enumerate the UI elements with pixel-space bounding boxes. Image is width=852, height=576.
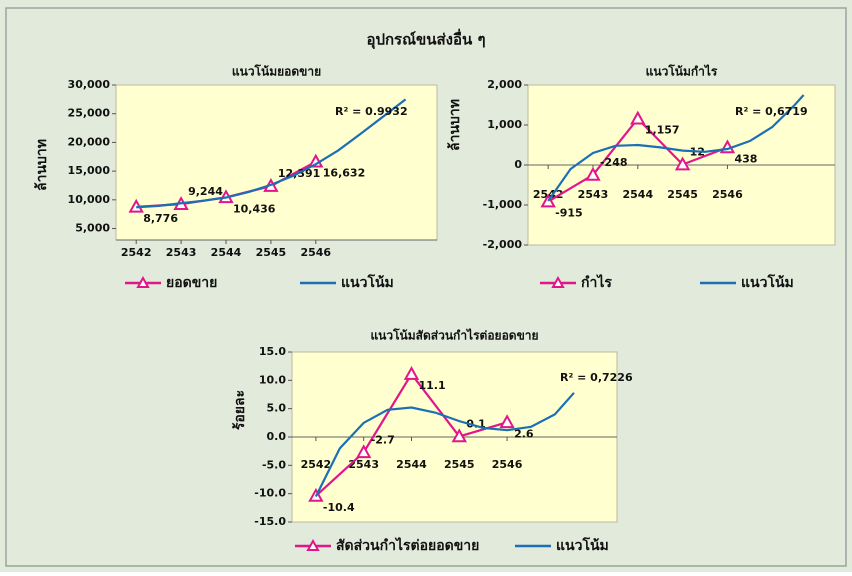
chart-title: แนวโน้มกำไร — [646, 64, 718, 79]
y-tick-label: 5,000 — [75, 222, 110, 235]
series-line — [314, 392, 575, 497]
marker — [499, 414, 515, 429]
x-tick-label: 2543 — [166, 246, 197, 259]
x-tick-label: 2545 — [667, 188, 698, 201]
y-tick-label: -15.0 — [254, 515, 286, 528]
x-tick-label: 2544 — [396, 458, 427, 471]
y-tick-label: -1,000 — [483, 198, 523, 211]
y-axis-label: ล้านบาท — [447, 99, 463, 151]
marker — [674, 156, 691, 171]
y-tick-label: 20,000 — [68, 135, 111, 148]
y-tick-label: 0 — [514, 158, 522, 171]
y-axis-label: ร้อยละ — [232, 390, 248, 430]
data-label: -2.7 — [371, 433, 395, 446]
x-tick-label: 2546 — [492, 458, 523, 471]
x-tick-label: 2546 — [300, 246, 331, 259]
y-tick-label: 1,000 — [487, 118, 522, 131]
data-label: -248 — [600, 156, 628, 169]
data-label: 10,436 — [233, 202, 276, 215]
y-tick-label: 30,000 — [68, 78, 111, 91]
legend-marker — [136, 275, 150, 288]
frame — [5, 7, 847, 567]
data-label: 11.1 — [418, 379, 445, 392]
data-label: 1,157 — [645, 124, 680, 137]
y-tick-label: -2,000 — [483, 238, 523, 251]
legend-label: แนวโน้ม — [556, 536, 609, 554]
legend-label: ยอดขาย — [166, 275, 217, 291]
data-label: 9,244, — [188, 185, 227, 198]
marker — [585, 166, 601, 181]
series-line — [547, 94, 805, 202]
x-tick-label: 2544 — [622, 188, 653, 201]
data-label: 438 — [734, 152, 757, 165]
legend-marker — [551, 275, 565, 288]
y-tick-label: 15,000 — [68, 164, 111, 177]
marker — [630, 110, 646, 125]
y-tick-label: 5.0 — [267, 402, 287, 415]
series-line — [136, 98, 407, 209]
y-tick-label: -5.0 — [262, 458, 286, 471]
plot-area — [115, 84, 438, 241]
x-tick-label: 2545 — [444, 458, 475, 471]
data-label: 2.6 — [514, 427, 534, 440]
legend-label: กำไร — [581, 273, 612, 291]
x-tick-label: 2545 — [256, 246, 287, 259]
data-label: -10.4 — [323, 501, 355, 514]
x-tick-label: 2542 — [121, 246, 152, 259]
y-tick-label: 10.0 — [259, 373, 286, 386]
chart-title: แนวโน้มสัดส่วนกำไรต่อยอดขาย — [370, 328, 538, 343]
legend-marker — [306, 538, 320, 551]
annotation: R² = 0,7226 — [560, 371, 633, 384]
x-tick-label: 2546 — [712, 188, 743, 201]
legend-label: สัดส่วนกำไรต่อยอดขาย — [336, 536, 479, 554]
y-tick-label: 25,000 — [68, 107, 111, 120]
legend-label: แนวโน้ม — [341, 273, 394, 291]
marker — [403, 366, 420, 380]
legend-label: แนวโน้ม — [741, 273, 794, 291]
y-axis-label: ล้านบาท — [34, 139, 50, 191]
page-title: อุปกรณ์ขนส่งอื่น ๆ — [366, 29, 485, 50]
x-tick-label: 2544 — [211, 246, 242, 259]
y-tick-label: 15.0 — [259, 345, 286, 358]
y-tick-label: 10,000 — [68, 193, 111, 206]
x-tick-label: 2543 — [578, 188, 609, 201]
x-tick-label: 2543 — [348, 458, 379, 471]
y-tick-label: 2,000 — [487, 78, 522, 91]
y-tick-label: -10.0 — [254, 487, 286, 500]
data-label: -915 — [555, 207, 583, 220]
x-tick-label: 2542 — [301, 458, 332, 471]
marker — [355, 444, 372, 459]
annotation: R² = 0.9932 — [335, 105, 408, 118]
data-label: 8,776 — [143, 212, 178, 225]
chart-title: แนวโน้มยอดขาย — [232, 64, 321, 79]
annotation: R² = 0,6719 — [735, 105, 808, 118]
data-label: 16,632 — [323, 167, 365, 180]
y-tick-label: 0.0 — [267, 430, 287, 443]
marker — [451, 428, 467, 443]
